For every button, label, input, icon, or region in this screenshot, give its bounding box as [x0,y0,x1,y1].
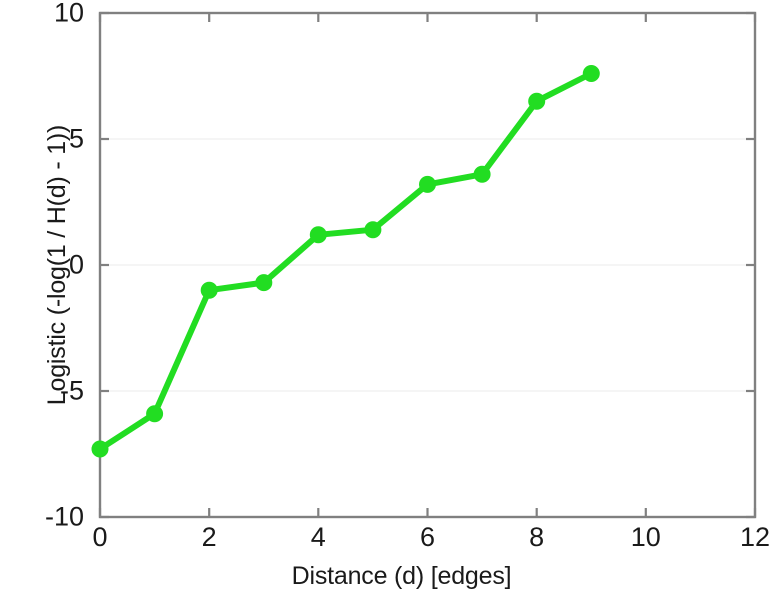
x-axis-title-text: Distance (d) [edges] [291,562,512,590]
x-tick-label: 6 [419,522,436,552]
data-point-marker [364,221,382,239]
x-tick-label: 4 [310,522,326,552]
axis-ticks [98,11,757,519]
data-point-marker [528,92,546,110]
y-tick-label: -5 [59,375,84,406]
x-tick-label: 10 [630,522,661,552]
y-tick-label: 5 [68,123,84,154]
x-tick-label: 2 [201,522,217,552]
y-tick-label: -10 [44,501,84,532]
data-series-markers [91,65,600,458]
y-axis-tick-labels: -10 -5 0 5 10 [0,0,92,600]
y-tick-label: 10 [53,0,84,28]
data-point-marker [309,226,327,244]
data-point-marker [582,65,600,82]
y-tick-label: 0 [68,249,84,280]
data-point-marker [473,165,491,183]
x-axis-title: Distance (d) [edges] [0,562,773,591]
data-point-marker [200,281,218,299]
data-point-marker [419,175,436,193]
gridlines [100,138,755,392]
x-tick-label: 12 [739,522,771,552]
data-point-marker [146,405,164,423]
x-tick-label: 8 [529,522,545,552]
series-polyline [97,70,595,452]
x-tick-label: 0 [92,522,108,552]
data-point-marker [91,440,109,458]
data-point-marker [255,274,273,292]
data-series-line [97,70,595,452]
